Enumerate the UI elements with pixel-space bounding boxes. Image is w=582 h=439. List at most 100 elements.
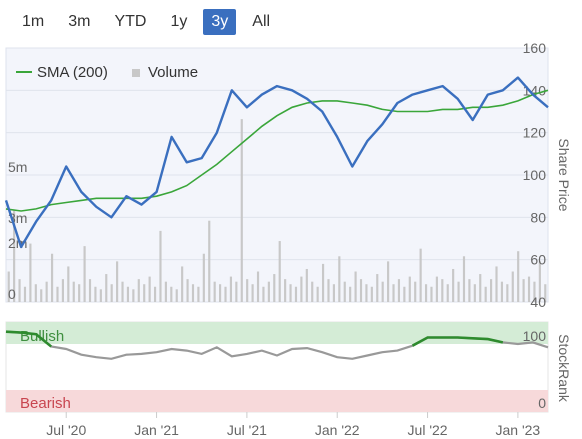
volume-bar (213, 281, 216, 302)
volume-bar (321, 263, 325, 302)
volume-bar (83, 246, 86, 302)
volume-bar (197, 286, 200, 302)
volume-bar (300, 276, 303, 302)
volume-bar (13, 210, 16, 302)
volume-bar (419, 248, 422, 302)
volume-bar (349, 286, 352, 302)
volume-bar (105, 274, 108, 302)
legend-sma-label: SMA (200) (37, 64, 108, 81)
volume-bar (484, 286, 487, 302)
volume-bar (316, 286, 319, 302)
range-selector: 1m 3m YTD 1y 3y All (14, 9, 278, 37)
stockrank-bullish-segment (411, 336, 504, 347)
volume-bar (56, 286, 59, 302)
range-button-3y[interactable]: 3y (203, 9, 237, 35)
volume-bar (376, 274, 379, 302)
volume-bar (262, 286, 265, 302)
volume-bar (522, 279, 525, 302)
volume-bar (500, 281, 504, 302)
legend-volume-label: Volume (148, 64, 198, 81)
volume-bar (327, 279, 330, 302)
volume-bar (110, 284, 113, 302)
volume-bar (446, 284, 449, 302)
stockrank-bullish-segment (5, 330, 53, 348)
legend: SMA (200) Volume (16, 64, 198, 81)
volume-bar (67, 266, 70, 302)
range-button-all[interactable]: All (252, 13, 271, 30)
sma-line (5, 89, 549, 212)
volume-bar (40, 289, 43, 302)
range-button-1m[interactable]: 1m (22, 13, 45, 30)
stockrank-tick-100: 100 (523, 328, 547, 344)
volume-bar (132, 289, 135, 302)
volume-bar (7, 271, 10, 302)
volume-bar (72, 281, 75, 302)
volume-bar (45, 281, 48, 302)
volume-bar (224, 286, 227, 302)
volume-bar (170, 286, 173, 302)
volume-bar (468, 279, 471, 302)
volume-bar (408, 276, 411, 302)
volume-bar (527, 276, 531, 302)
volume-bar (61, 279, 64, 302)
volume-bar (403, 286, 406, 302)
volume-bar (219, 284, 222, 302)
volume-bar (175, 289, 178, 302)
volume-bar (99, 289, 102, 302)
price-tick-label: 40 (530, 294, 546, 310)
volume-bar (387, 261, 390, 302)
legend-volume-swatch (132, 69, 140, 77)
volume-tick-label: 2m (8, 235, 27, 251)
range-button-3m[interactable]: 3m (68, 13, 91, 30)
volume-bar (273, 274, 276, 302)
range-button-ytd[interactable]: YTD (114, 13, 147, 30)
volume-bar (34, 284, 37, 302)
volume-bar (78, 284, 81, 302)
volume-tick-label: 5m (8, 159, 27, 175)
volume-bar (289, 284, 292, 302)
range-button-1y[interactable]: 1y (170, 13, 188, 30)
bearish-label: Bearish (20, 395, 71, 412)
volume-bar (506, 284, 509, 302)
volume-bar (23, 286, 27, 302)
volume-bar (435, 276, 438, 302)
share-price-line (4, 76, 549, 249)
volume-bar (137, 279, 140, 302)
volume-bar (511, 271, 514, 302)
volume-bar (267, 281, 270, 302)
volume-bar (191, 284, 195, 302)
x-axis-ticks: Jul '20 Jan '21 Jul '21 Jan '22 Jul '22 Jan '… (46, 412, 540, 438)
volume-bar (343, 281, 346, 302)
volume-bar (457, 281, 460, 302)
volume-bar (186, 279, 189, 302)
volume-bar (202, 253, 205, 302)
volume-bar (240, 119, 243, 303)
volume-bar (94, 286, 97, 302)
volume-bar (50, 253, 54, 302)
volume-bar (332, 284, 335, 302)
volume-bar (126, 286, 130, 302)
x-tick-label: Jul '20 (46, 422, 86, 438)
volume-bar (359, 279, 363, 302)
volume-bar (533, 281, 536, 302)
volume-bar (370, 286, 373, 302)
volume-bar (251, 284, 254, 302)
bearish-band (6, 390, 548, 412)
volume-bar (88, 279, 92, 302)
volume-bar (473, 284, 476, 302)
volume-bar (538, 261, 541, 302)
volume-bar (517, 251, 520, 302)
share-price-axis-label: Share Price (556, 138, 572, 211)
volume-bar (414, 281, 417, 302)
stockrank-axis-label: StockRank (556, 334, 572, 403)
volume-bar (424, 284, 428, 302)
volume-bar (365, 284, 368, 302)
volume-bar (305, 268, 308, 302)
x-tick-label: Jan '22 (315, 422, 360, 438)
volume-bar (164, 281, 167, 302)
volume-bar (338, 256, 341, 302)
volume-bar (397, 279, 401, 302)
volume-bar (208, 220, 211, 302)
volume-bar (392, 284, 395, 302)
volume-bar (381, 281, 384, 302)
